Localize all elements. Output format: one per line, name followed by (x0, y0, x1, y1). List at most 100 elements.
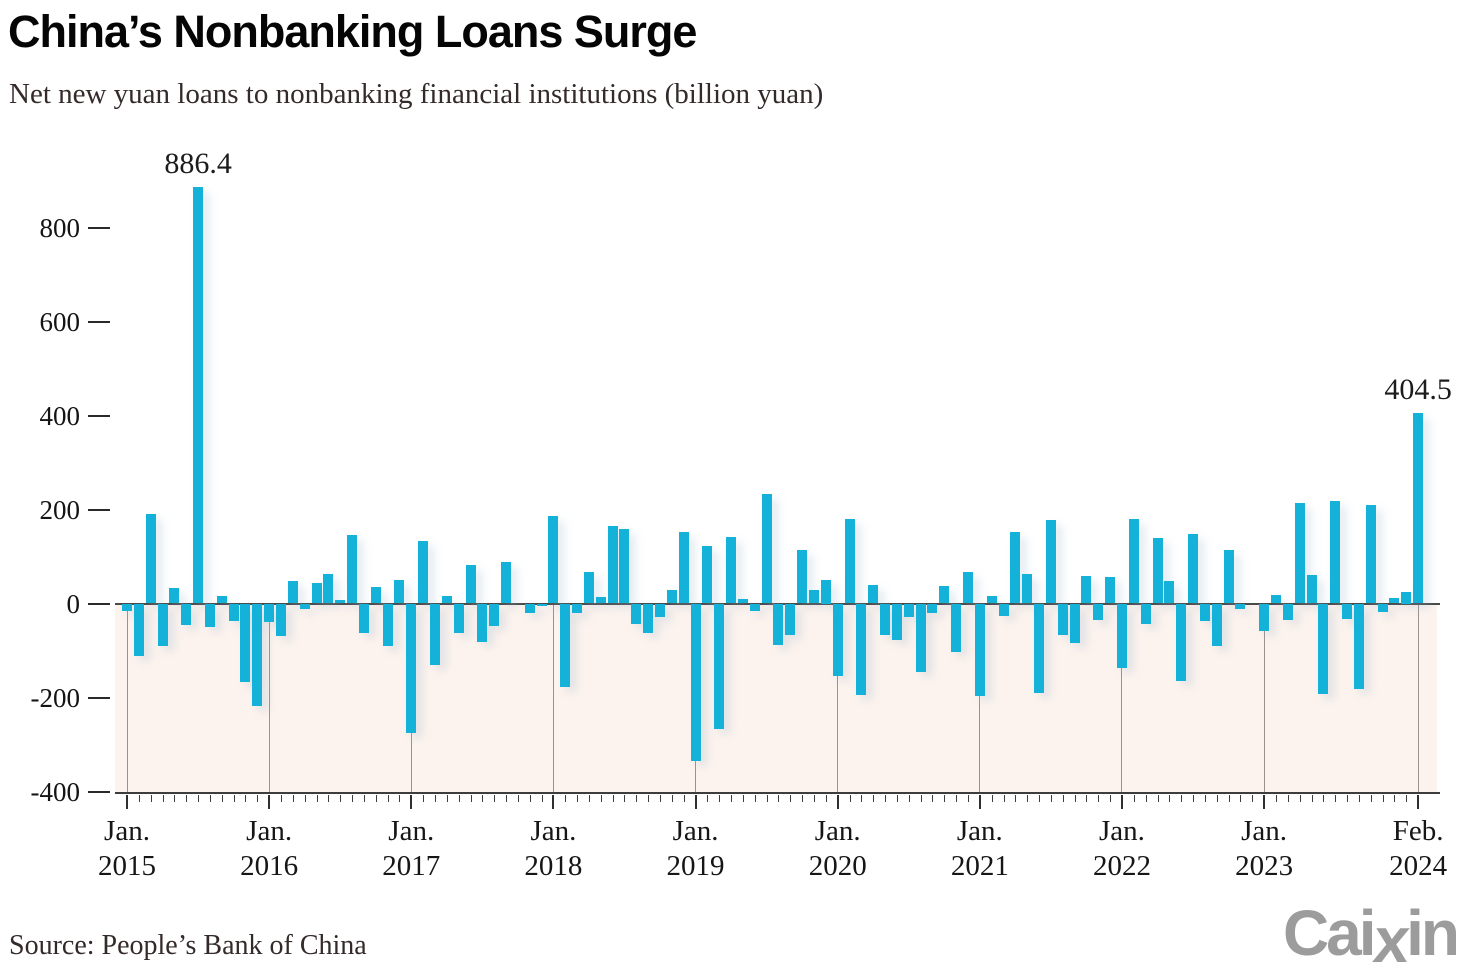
bar-2019-02 (702, 545, 713, 604)
x-axis-minor-tick (162, 795, 164, 802)
x-axis-minor-tick (624, 795, 626, 802)
x-axis-minor-tick (150, 795, 152, 802)
x-axis-minor-tick (565, 795, 567, 802)
x-axis-minor-tick (280, 795, 282, 802)
bar-2022-02 (1128, 519, 1139, 604)
bar-2017-12 (536, 603, 547, 607)
bar-2020-10 (939, 585, 950, 604)
bar-2020-06 (891, 603, 902, 640)
bar-2023-02 (1270, 594, 1281, 604)
bar-2017-11 (524, 603, 535, 613)
x-axis-minor-tick (802, 795, 804, 802)
bar-2019-08 (773, 603, 784, 646)
bar-2021-07 (1045, 520, 1056, 604)
x-axis-minor-tick (387, 795, 389, 802)
x-axis-minor-tick (849, 795, 851, 802)
bar-2018-05 (595, 597, 606, 604)
year-gridline (1121, 603, 1123, 793)
logo-text-prefix: Cai (1282, 897, 1377, 969)
bar-2019-05 (737, 599, 748, 604)
year-gridline (837, 603, 839, 793)
y-axis-tick-label: 200 (39, 494, 81, 525)
y-axis-tick-label: -200 (30, 682, 81, 713)
x-tick-year: 2016 (240, 850, 299, 882)
x-axis-minor-tick (588, 795, 590, 802)
bar-2021-10 (1081, 576, 1092, 604)
bar-2021-03 (998, 603, 1009, 617)
x-axis-minor-tick (1228, 795, 1230, 802)
x-axis-minor-tick (221, 795, 223, 802)
x-axis-minor-tick (731, 795, 733, 802)
x-axis-minor-tick (304, 795, 306, 802)
annotation-404.5: 404.5 (1384, 373, 1452, 407)
x-axis-minor-tick (1050, 795, 1052, 802)
x-axis-minor-tick (233, 795, 235, 802)
x-axis-tick-label: Jan. 2018 (488, 814, 618, 884)
bar-2016-06 (323, 574, 334, 604)
bar-2015-02 (133, 603, 144, 656)
caixin-logo: Caixin (1282, 896, 1460, 976)
bar-2015-03 (145, 514, 156, 604)
bar-2021-06 (1034, 603, 1045, 693)
x-axis-minor-tick (434, 795, 436, 802)
x-axis-tick-label: Jan. 2022 (1057, 814, 1187, 884)
x-axis-minor-tick (1039, 795, 1041, 802)
y-axis-tick-dash (88, 414, 110, 417)
x-tick-year: 2022 (1092, 850, 1151, 882)
bar-2017-02 (418, 540, 429, 604)
bar-2020-02 (844, 519, 855, 604)
bar-2023-11 (1377, 603, 1388, 612)
bar-2022-06 (1176, 603, 1187, 681)
x-axis-minor-tick (814, 795, 815, 802)
x-axis-minor-tick (458, 795, 460, 802)
x-axis-tick-label: Jan. 2023 (1199, 814, 1329, 884)
bar-2016-05 (311, 583, 322, 604)
x-axis-minor-tick (1323, 795, 1325, 802)
x-axis-minor-tick (956, 795, 958, 802)
x-axis-minor-tick (1003, 795, 1005, 802)
x-axis-minor-tick (1299, 795, 1301, 802)
bar-2023-04 (1294, 502, 1305, 604)
x-axis-minor-tick (1157, 795, 1159, 802)
bar-2018-06 (607, 526, 618, 604)
x-axis-minor-tick (245, 795, 247, 802)
x-axis-minor-tick (683, 795, 685, 802)
x-axis-line (115, 792, 1440, 794)
x-axis-minor-tick (612, 795, 614, 802)
x-tick-year: 2020 (808, 850, 867, 882)
x-axis-minor-tick (648, 795, 650, 802)
bar-2023-07 (1330, 501, 1341, 604)
bar-2021-01 (974, 603, 985, 696)
x-tick-month: Jan. (672, 815, 719, 847)
x-axis-minor-tick (375, 795, 377, 802)
bar-2020-03 (856, 603, 867, 695)
bar-2023-06 (1318, 603, 1329, 695)
x-axis-minor-tick (470, 795, 472, 802)
x-tick-year: 2024 (1389, 850, 1448, 882)
x-axis-minor-tick (778, 795, 780, 802)
x-axis-major-tick (694, 795, 697, 809)
bar-2015-11 (240, 603, 251, 682)
x-axis-minor-tick (861, 795, 863, 802)
x-axis-minor-tick (825, 795, 827, 802)
x-axis-minor-tick (1311, 795, 1313, 802)
x-tick-month: Jan. (530, 815, 577, 847)
bar-2022-11 (1235, 603, 1246, 609)
y-axis-tick-dash (88, 696, 110, 699)
y-axis-tick-dash (88, 602, 110, 605)
bar-2017-09 (501, 561, 512, 604)
bar-2022-01 (1116, 603, 1127, 669)
x-axis-minor-tick (1110, 795, 1112, 802)
y-axis-tick-dash (88, 226, 110, 229)
bar-2016-08 (347, 534, 358, 604)
x-axis-minor-tick (671, 795, 673, 802)
bar-2018-12 (678, 532, 689, 604)
bar-2019-11 (809, 590, 819, 604)
bar-2022-05 (1164, 581, 1175, 604)
x-axis-minor-tick (340, 795, 342, 802)
x-axis-minor-tick (1275, 795, 1277, 802)
bar-2015-12 (252, 603, 263, 706)
bar-2023-01 (1259, 603, 1270, 631)
x-axis-minor-tick (1370, 795, 1372, 802)
bar-2020-04 (868, 584, 879, 604)
